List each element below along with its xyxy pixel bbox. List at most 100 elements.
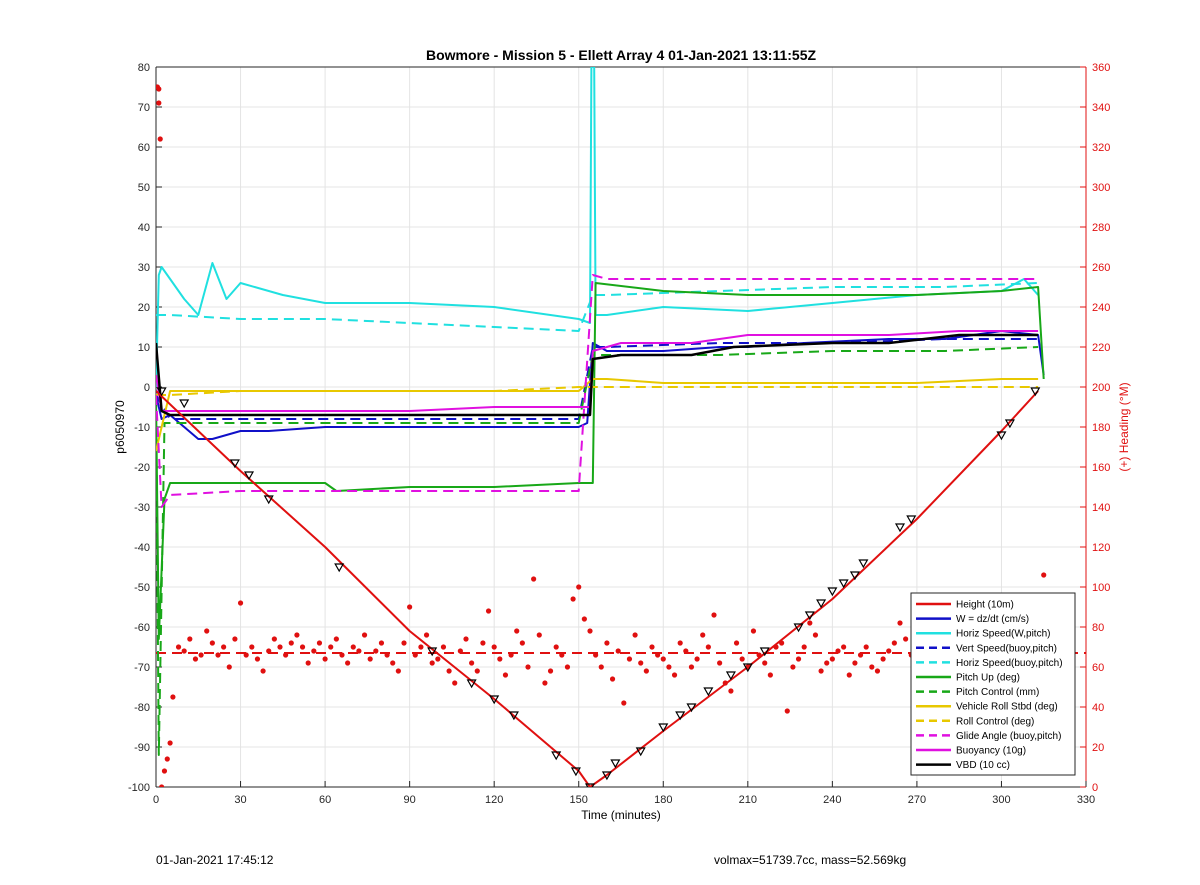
heading-point [688,664,695,670]
y-tick-label-right: 60 [1092,662,1104,674]
y-tick-label-right: 40 [1092,702,1104,714]
heading-point [175,644,182,650]
heading-point [903,636,909,642]
dive-marker [466,679,477,689]
legend-label: W = dz/dt (cm/s) [956,614,1029,625]
series-line-roll-control-deg [156,386,1039,396]
heading-point [322,656,328,662]
heading-point [795,656,802,662]
dive-marker [894,523,906,533]
heading-point [395,668,401,674]
y-tick-label-right: 80 [1092,622,1104,634]
heading-point [638,660,644,666]
heading-point [671,672,678,678]
dive-marker [849,571,860,581]
heading-point [423,632,430,638]
heading-point [581,616,587,622]
heading-point [156,100,162,106]
heading-point [812,632,819,638]
heading-point [779,640,785,646]
heading-point [440,644,447,650]
heading-point [649,644,655,650]
legend-label: Horiz Speed(buoy,pitch) [956,658,1063,669]
heading-point [536,632,542,638]
heading-point [863,644,869,650]
heading-point [880,656,886,662]
heading-point [722,680,728,686]
dive-marker [584,783,596,787]
heading-point [801,644,807,650]
heading-point [773,644,779,650]
x-tick-label: 180 [654,794,672,806]
heading-point [161,768,168,774]
heading-point [542,680,548,686]
heading-point [221,644,227,650]
heading-point [159,784,165,787]
heading-point [626,656,633,662]
legend-label: Horiz Speed(W,pitch) [956,629,1050,640]
heading-point [1041,572,1047,578]
y-tick-label-left: 20 [138,302,150,314]
dive-marker [793,623,804,633]
y-tick-label-right: 260 [1092,262,1110,274]
heading-point [857,652,864,658]
heading-point [660,656,666,662]
y-tick-label-right: 120 [1092,542,1110,554]
y-tick-label-left: -90 [134,742,150,754]
dive-marker [1004,419,1015,429]
y-tick-label-left: 50 [138,182,150,194]
heading-point [198,652,204,658]
heading-point [446,668,452,674]
y-tick-label-right: 360 [1092,62,1110,74]
dive-marker [427,647,438,657]
heading-point [311,648,317,654]
heading-point [266,648,272,654]
heading-point [497,656,503,662]
x-tick-label: 60 [319,794,331,806]
heading-point [339,652,345,658]
heading-point [316,640,323,646]
heading-point [474,668,480,674]
series-line-pitch-up-deg [156,282,1045,640]
heading-point [277,644,283,650]
dive-marker [827,587,838,597]
heading-point [897,620,903,626]
heading-point [694,656,700,662]
heading-point [333,636,339,642]
heading-point [215,652,221,658]
heading-point [192,656,199,662]
y-tick-label-left: 60 [138,142,150,154]
heading-point [790,664,796,670]
dive-marker [334,563,345,573]
legend-label: Pitch Control (mm) [956,687,1039,698]
y-tick-label-left: -30 [134,502,150,514]
heading-point [384,652,390,658]
y-tick-label-left: -50 [134,582,150,594]
dive-marker [508,711,519,721]
heading-point [232,636,238,642]
heading-point [350,644,356,650]
x-tick-label: 30 [234,794,246,806]
heading-point [576,584,582,590]
heading-point [435,656,441,662]
heading-point [519,640,525,646]
heading-point [157,136,163,142]
series-line-pitch-control-mm [156,346,1039,756]
x-axis-label: Time (minutes) [581,808,661,822]
heading-point [508,652,514,658]
dive-marker [570,767,581,777]
heading-point [621,700,627,706]
heading-point [429,660,435,666]
heading-point [869,664,875,670]
x-tick-label: 300 [992,794,1010,806]
dive-marker [703,687,714,697]
heading-point [288,640,294,646]
dive-marker [601,771,612,781]
dive-marker [816,599,827,609]
dive-marker [742,663,753,673]
x-tick-label: 210 [739,794,757,806]
heading-point [260,668,266,674]
heading-point [655,652,661,658]
heading-point [728,688,734,694]
heading-point [677,640,683,646]
